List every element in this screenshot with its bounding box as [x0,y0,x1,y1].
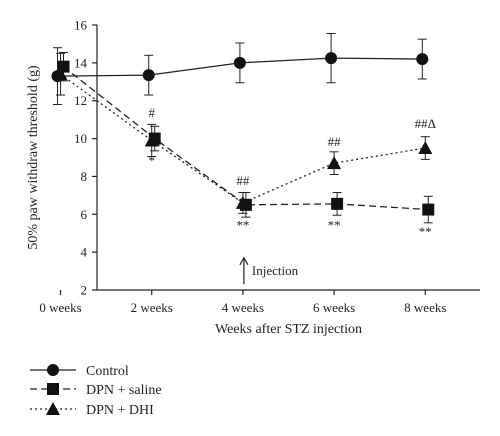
axes [96,25,480,291]
legend-item-triangle: DPN + DHI [30,402,154,418]
x-tick-label: 6 weeks [313,300,355,315]
x-tick-label: 2 weeks [131,300,173,315]
data-point [422,203,435,216]
y-axis-ticks: 2 4 6 8 10 12 14 16 [74,18,97,298]
data-point [57,60,70,73]
data-point [53,67,68,81]
y-tick-label: 8 [81,169,88,184]
x-tick-label: 0 weeks [39,300,81,315]
annotation-layer: # * ## ** ## ** ##Δ ** [148,105,436,239]
y-tick-label: 14 [74,55,88,70]
y-tick-label: 6 [81,207,88,222]
legend-item-circle: Control [30,364,129,379]
y-tick-label: 12 [74,93,87,108]
series-circle [51,33,429,105]
legend-marker [47,364,59,376]
series-layer [51,33,435,224]
data-point [142,69,155,82]
x-tick-label: 8 weeks [404,300,446,315]
injection-label: Injection [252,263,299,278]
series-triangle [53,52,433,214]
injection-marker: Injection [239,256,299,285]
significance-marker: ##Δ [415,116,436,131]
data-point [235,195,250,209]
series-line [60,73,426,204]
y-tick-label: 10 [74,131,87,146]
legend-label: DPN + saline [86,383,162,398]
y-tick-label: 2 [81,283,88,298]
significance-marker: ## [236,173,250,188]
significance-marker: ## [328,134,342,149]
legend-marker [46,402,60,415]
legend-label: DPN + DHI [86,403,154,418]
x-tick-label: 4 weeks [222,300,264,315]
data-point [144,133,159,147]
data-point [325,52,338,65]
x-axis-ticks: 0 weeks 2 weeks 4 weeks 6 weeks 8 weeks [39,290,446,315]
significance-marker: * [148,153,155,168]
significance-marker: # [148,105,155,120]
data-point [416,53,429,66]
data-point [233,56,246,69]
significance-marker: ** [236,217,249,232]
legend-item-square: DPN + saline [30,383,162,398]
y-tick-label: 4 [81,245,88,260]
data-point [331,197,344,210]
significance-marker: ** [419,224,432,239]
injection-arrow-head [239,256,249,266]
series-square [57,51,435,224]
legend: Control DPN + saline DPN + DHI [30,364,162,418]
data-point [418,141,433,155]
legend-marker [47,383,59,395]
x-axis-title: Weeks after STZ injection [215,322,362,337]
legend-label: Control [86,364,129,379]
y-axis-title: 50% paw withdraw threshold (g) [26,65,41,250]
significance-marker: ** [328,217,341,232]
data-point [327,156,342,170]
series-line [63,66,429,211]
y-tick-label: 16 [74,18,88,33]
